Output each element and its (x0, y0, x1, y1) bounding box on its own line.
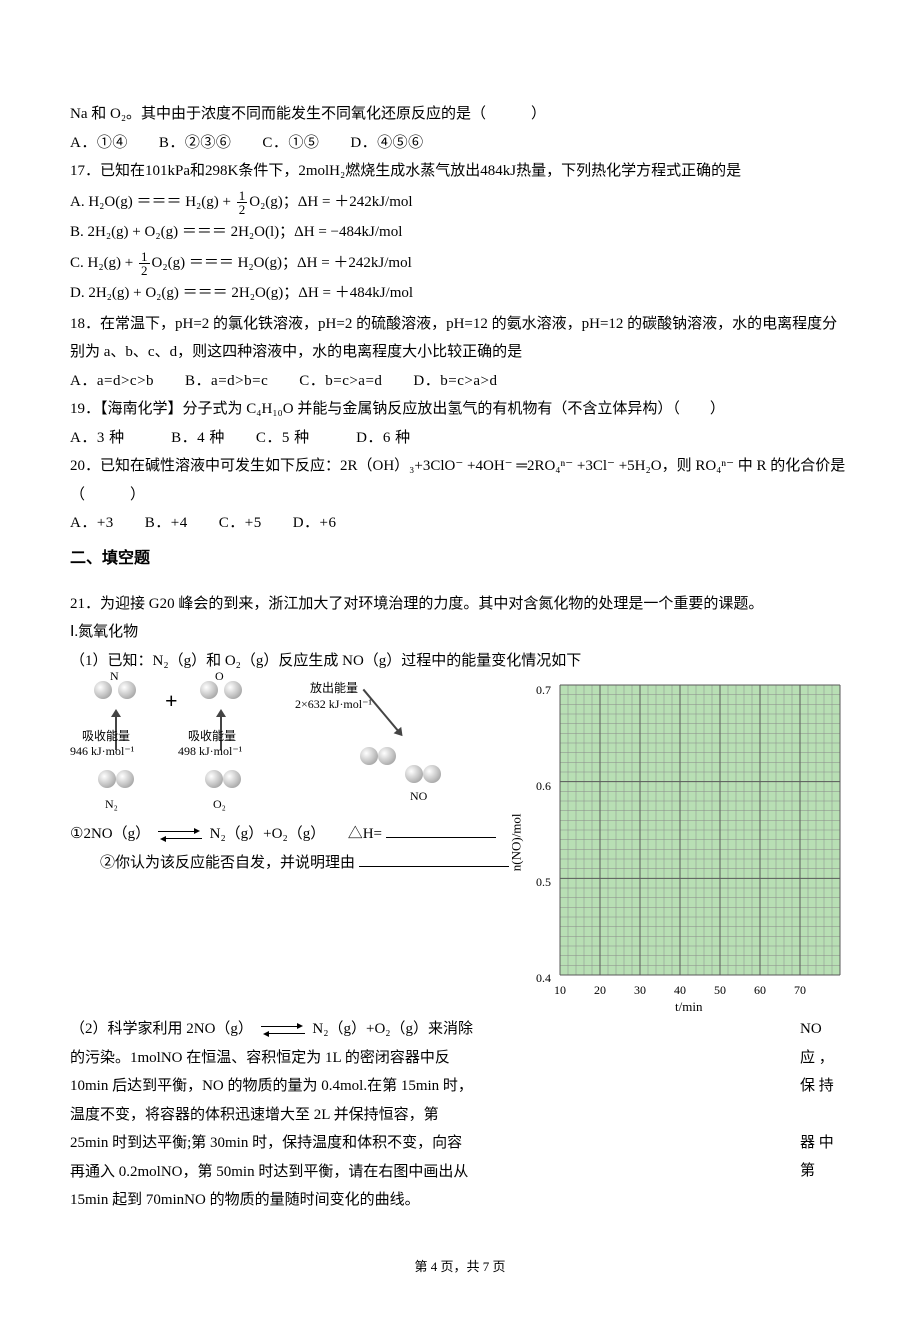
equilibrium-arrow-icon (261, 1025, 305, 1035)
q16-options: A．①④ B．②③⑥ C．①⑤ D．④⑤⑥ (70, 129, 850, 158)
grid-chart: 0.4 0.5 0.6 0.7 10 20 30 40 50 60 70 t/m… (520, 675, 850, 1015)
lbl-N2: N₂ (105, 793, 118, 816)
atom-n2 (118, 681, 136, 699)
p2-l5: 25min 时到达平衡;第 30min 时，保持温度和体积不变，向容 (70, 1129, 794, 1158)
rf-3: 器 中 (800, 1129, 850, 1158)
q17-optC: C. H₂(g) + 12O₂(g) ＝＝＝ H₂O(g)；ΔH = ＋242k… (70, 249, 850, 278)
ytick-1: 0.5 (536, 871, 551, 894)
eq1-post: N₂（g）+O₂（g） △H= (210, 826, 382, 842)
plus-icon: + (165, 680, 178, 722)
blank-dh (386, 823, 496, 838)
ytick-3: 0.7 (536, 679, 551, 702)
fraction: 12 (139, 250, 150, 277)
p2-l2: 的污染。1molNO 在恒温、容积恒定为 1L 的密闭容器中反 (70, 1044, 794, 1073)
eq1-pre: ①2NO（g） (70, 826, 150, 842)
figure-right-col: 0.4 0.5 0.6 0.7 10 20 30 40 50 60 70 t/m… (520, 675, 850, 1015)
release-l2: 2×632 kJ·mol⁻¹ (295, 693, 372, 716)
energy-diagram: N + O 放出能量 2×632 kJ·mol⁻¹ NO (70, 675, 490, 820)
lbl-NO: NO (410, 785, 427, 808)
rf-0: NO (800, 1015, 850, 1044)
rf-4: 第 (800, 1157, 850, 1186)
blank-reason (359, 852, 509, 867)
figure-row: N + O 放出能量 2×632 kJ·mol⁻¹ NO (70, 675, 850, 1015)
atom-no1b (378, 747, 396, 765)
xtick-6: 70 (794, 979, 806, 1002)
q20-stem: 20．已知在碱性溶液中可发生如下反应：2R（OH）₃+3ClO⁻ +4OH⁻ ═… (70, 452, 850, 509)
wrapped-paragraph: （2）科学家利用 2NO（g） N₂（g）+O₂（g）来消除 的污染。1molN… (70, 1015, 850, 1215)
xtick-4: 50 (714, 979, 726, 1002)
atom-o2a (205, 770, 223, 788)
p2-l4: 温度不变，将容器的体积迅速增大至 2L 并保持恒容，第 (70, 1101, 794, 1130)
q17-optA-pre: A. H₂O(g) ＝＝＝ H₂(g) + (70, 194, 235, 210)
p2-l6: 再通入 0.2molNO，第 50min 时达到平衡，请在右图中画出从 (70, 1158, 794, 1187)
lbl-N: N (110, 665, 119, 688)
xtick-5: 60 (754, 979, 766, 1002)
q17-optC-post: O₂(g) ＝＝＝ H₂O(g)；ΔH = ＋242kJ/mol (152, 255, 412, 271)
q17-optA-post: O₂(g)；ΔH = ＋242kJ/mol (249, 194, 412, 210)
ytick-0: 0.4 (536, 967, 551, 990)
q19-options: A．3 种 B．4 种 C．5 种 D．6 种 (70, 424, 850, 453)
figure-left-col: N + O 放出能量 2×632 kJ·mol⁻¹ NO (70, 675, 510, 877)
q17-optA: A. H₂O(g) ＝＝＝ H₂(g) + 12O₂(g)；ΔH = ＋242k… (70, 188, 850, 217)
atom-no2b (423, 765, 441, 783)
section-2-heading: 二、填空题 (70, 544, 850, 574)
q17-optC-pre: C. H₂(g) + (70, 255, 137, 271)
ytick-2: 0.6 (536, 775, 551, 798)
q18-stem: 18．在常温下，pH=2 的氯化铁溶液，pH=2 的硫酸溶液，pH=12 的氨水… (70, 310, 850, 367)
q21-eq2: ②你认为该反应能否自发，并说明理由 (70, 849, 510, 878)
atom-no1a (360, 747, 378, 765)
page-footer: 第 4 页，共 7 页 (70, 1255, 850, 1280)
q17-optB: B. 2H₂(g) + O₂(g) ＝＝＝ 2H₂O(l)；ΔH = −484k… (70, 218, 850, 247)
q18-options: A．a=d>c>b B．a=d>b=c C．b=c>a=d D．b=c>a>d (70, 367, 850, 396)
e1: 946 kJ·mol⁻¹ (70, 740, 134, 763)
page-container: Na 和 O₂。其中由于浓度不同而能发生不同氧化还原反应的是（ ） A．①④ B… (0, 0, 920, 1340)
xtick-0: 10 (554, 979, 566, 1002)
lbl-O2: O₂ (213, 793, 226, 816)
q20-options: A．+3 B．+4 C．+5 D．+6 (70, 509, 850, 538)
ylabel: n(NO)/mol (505, 814, 530, 872)
q17-optD: D. 2H₂(g) + O₂(g) ＝＝＝ 2H₂O(g)；ΔH = ＋484k… (70, 279, 850, 308)
p2-l7: 15min 起到 70minNO 的物质的量随时间变化的曲线。 (70, 1186, 794, 1215)
atom-o2b (223, 770, 241, 788)
xlabel: t/min (675, 995, 702, 1020)
atom-n2a (98, 770, 116, 788)
p2-l3: 10min 后达到平衡，NO 的物质的量为 0.4mol.在第 15min 时， (70, 1072, 794, 1101)
e2: 498 kJ·mol⁻¹ (178, 740, 242, 763)
xtick-1: 20 (594, 979, 606, 1002)
atom-no2a (405, 765, 423, 783)
wrap-left: （2）科学家利用 2NO（g） N₂（g）+O₂（g）来消除 的污染。1molN… (70, 1015, 800, 1215)
wrap-right: NO 应 ， 保 持 器 中 第 (800, 1015, 850, 1215)
q21-p1: （1）已知：N₂（g）和 O₂（g）反应生成 NO（g）过程中的能量变化情况如下 (70, 647, 850, 676)
xtick-2: 30 (634, 979, 646, 1002)
atom-n2b (116, 770, 134, 788)
lbl-O: O (215, 665, 224, 688)
rf-1: 应 ， (800, 1044, 850, 1073)
q21-eq1: ①2NO（g） N₂（g）+O₂（g） △H= (70, 820, 510, 849)
q16-stem-cont: Na 和 O₂。其中由于浓度不同而能发生不同氧化还原反应的是（ ） (70, 100, 850, 129)
q19-stem: 19．【海南化学】分子式为 C₄H₁₀O 并能与金属钠反应放出氢气的有机物有（不… (70, 395, 850, 424)
q17-stem: 17．已知在101kPa和298K条件下，2molH₂燃烧生成水蒸气放出484k… (70, 157, 850, 186)
atom-o2 (224, 681, 242, 699)
equilibrium-arrow-icon (158, 830, 202, 840)
chart-svg (520, 675, 850, 1015)
rf-2: 保 持 (800, 1072, 850, 1101)
q21-part1-head: Ⅰ.氮氧化物 (70, 618, 850, 647)
fraction: 12 (237, 189, 248, 216)
q21-stem: 21．为迎接 G20 峰会的到来，浙江加大了对环境治理的力度。其中对含氮化物的处… (70, 590, 850, 619)
